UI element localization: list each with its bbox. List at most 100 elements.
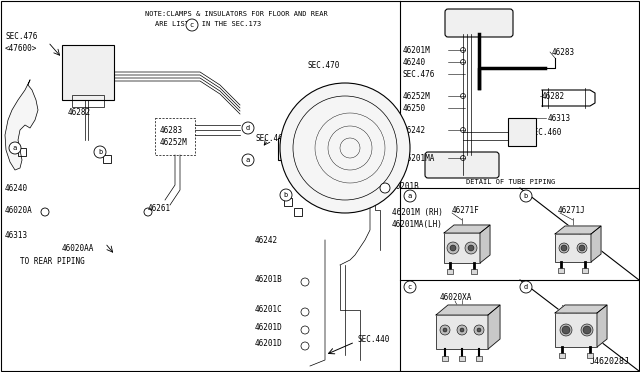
Circle shape (477, 328, 481, 332)
Polygon shape (488, 305, 500, 349)
Circle shape (520, 281, 532, 293)
Text: 46201MA: 46201MA (403, 154, 435, 163)
Text: 46020A: 46020A (5, 205, 33, 215)
Text: b: b (524, 193, 528, 199)
Text: d: d (524, 284, 528, 290)
Text: SEC.470: SEC.470 (308, 61, 340, 70)
Circle shape (559, 243, 569, 253)
Text: c: c (190, 22, 194, 28)
Bar (559, 353, 565, 358)
Text: a: a (13, 145, 17, 151)
Text: 46313: 46313 (5, 231, 28, 240)
Circle shape (468, 245, 474, 251)
Text: SEC.460: SEC.460 (255, 134, 287, 142)
Polygon shape (5, 80, 38, 170)
Bar (459, 356, 465, 361)
Circle shape (577, 243, 587, 253)
Text: 46250: 46250 (403, 103, 426, 112)
Polygon shape (555, 305, 607, 313)
Text: DETAIL OF TUBE PIPING: DETAIL OF TUBE PIPING (466, 179, 555, 185)
Text: 46252M: 46252M (403, 92, 431, 100)
Circle shape (562, 326, 570, 334)
Text: 46201MA(LH): 46201MA(LH) (392, 219, 443, 228)
Bar (18, 148, 26, 156)
Bar (62, 45, 114, 100)
Text: 46201B: 46201B (255, 276, 283, 285)
Text: ARE LISTED IN THE SEC.173: ARE LISTED IN THE SEC.173 (155, 21, 261, 27)
Circle shape (301, 326, 309, 334)
Text: 46271F: 46271F (452, 205, 480, 215)
Text: 46289: 46289 (560, 305, 583, 314)
Text: 46201D: 46201D (255, 324, 283, 333)
Circle shape (560, 324, 572, 336)
Bar (555, 234, 591, 262)
Text: 46201B: 46201B (392, 182, 420, 190)
Bar (72, 95, 104, 107)
Polygon shape (555, 226, 601, 234)
Text: 46282: 46282 (68, 108, 91, 116)
Polygon shape (444, 225, 490, 233)
Text: 46201M (RH): 46201M (RH) (392, 208, 443, 217)
Text: d: d (246, 125, 250, 131)
Circle shape (280, 189, 292, 201)
Circle shape (581, 324, 593, 336)
Bar (508, 118, 536, 146)
Text: 46283: 46283 (552, 48, 575, 57)
Text: 46271J: 46271J (558, 205, 586, 215)
Bar (447, 269, 453, 274)
Text: 46240: 46240 (5, 183, 28, 192)
Text: 46282: 46282 (542, 92, 565, 100)
FancyBboxPatch shape (425, 152, 499, 178)
Circle shape (443, 328, 447, 332)
Bar (294, 208, 302, 216)
Text: a: a (246, 157, 250, 163)
Circle shape (404, 190, 416, 202)
Circle shape (460, 328, 464, 332)
Text: SEC.476: SEC.476 (5, 32, 37, 41)
Circle shape (404, 281, 416, 293)
Text: 46252M: 46252M (160, 138, 188, 147)
Text: SEC.440: SEC.440 (358, 336, 390, 344)
Bar (476, 356, 482, 361)
Text: 46313: 46313 (548, 113, 571, 122)
Bar (558, 268, 564, 273)
Text: a: a (408, 193, 412, 199)
Bar (278, 138, 296, 160)
Circle shape (520, 190, 532, 202)
Text: 46283: 46283 (160, 125, 183, 135)
Circle shape (447, 242, 459, 254)
Circle shape (280, 83, 410, 213)
Text: <47600>: <47600> (5, 44, 37, 52)
Circle shape (583, 326, 591, 334)
Text: 46242: 46242 (255, 235, 278, 244)
Text: b: b (98, 149, 102, 155)
Bar (555, 313, 597, 347)
Circle shape (457, 325, 467, 335)
Text: 46020AA: 46020AA (62, 244, 94, 253)
Text: TO REAR PIPING: TO REAR PIPING (20, 257, 84, 266)
Bar (582, 268, 588, 273)
Circle shape (242, 122, 254, 134)
Circle shape (9, 142, 21, 154)
Text: 46201C: 46201C (255, 305, 283, 314)
Circle shape (94, 146, 106, 158)
Circle shape (450, 245, 456, 251)
Bar (587, 353, 593, 358)
Polygon shape (436, 305, 500, 315)
Text: 46201D: 46201D (255, 340, 283, 349)
Polygon shape (480, 225, 490, 263)
Circle shape (242, 154, 254, 166)
Text: 46261: 46261 (148, 203, 171, 212)
Circle shape (561, 245, 567, 251)
Text: SEC.476: SEC.476 (403, 70, 435, 78)
Bar (444, 233, 480, 263)
Text: J462028J: J462028J (590, 357, 630, 366)
Bar (284, 198, 292, 206)
Circle shape (380, 183, 390, 193)
Circle shape (465, 242, 477, 254)
Text: NOTE:CLAMPS & INSULATORS FOR FLOOR AND REAR: NOTE:CLAMPS & INSULATORS FOR FLOOR AND R… (145, 11, 328, 17)
Text: c: c (408, 284, 412, 290)
Bar (442, 356, 448, 361)
FancyBboxPatch shape (445, 9, 513, 37)
Bar (103, 155, 111, 163)
